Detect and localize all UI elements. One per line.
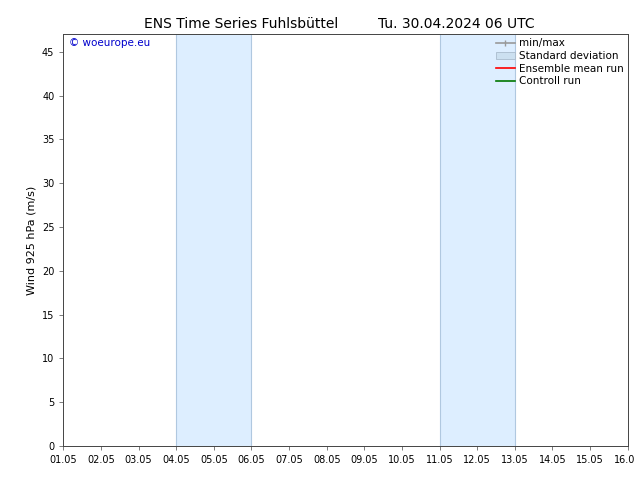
Legend: min/max, Standard deviation, Ensemble mean run, Controll run: min/max, Standard deviation, Ensemble me… [494, 36, 626, 88]
Bar [176, 34, 252, 446]
Bar [439, 34, 515, 446]
Y-axis label: Wind 925 hPa (m/s): Wind 925 hPa (m/s) [27, 186, 36, 294]
Text: © woeurope.eu: © woeurope.eu [69, 38, 150, 49]
Text: Tu. 30.04.2024 06 UTC: Tu. 30.04.2024 06 UTC [378, 17, 535, 31]
Text: ENS Time Series Fuhlsbüttel: ENS Time Series Fuhlsbüttel [144, 17, 338, 31]
